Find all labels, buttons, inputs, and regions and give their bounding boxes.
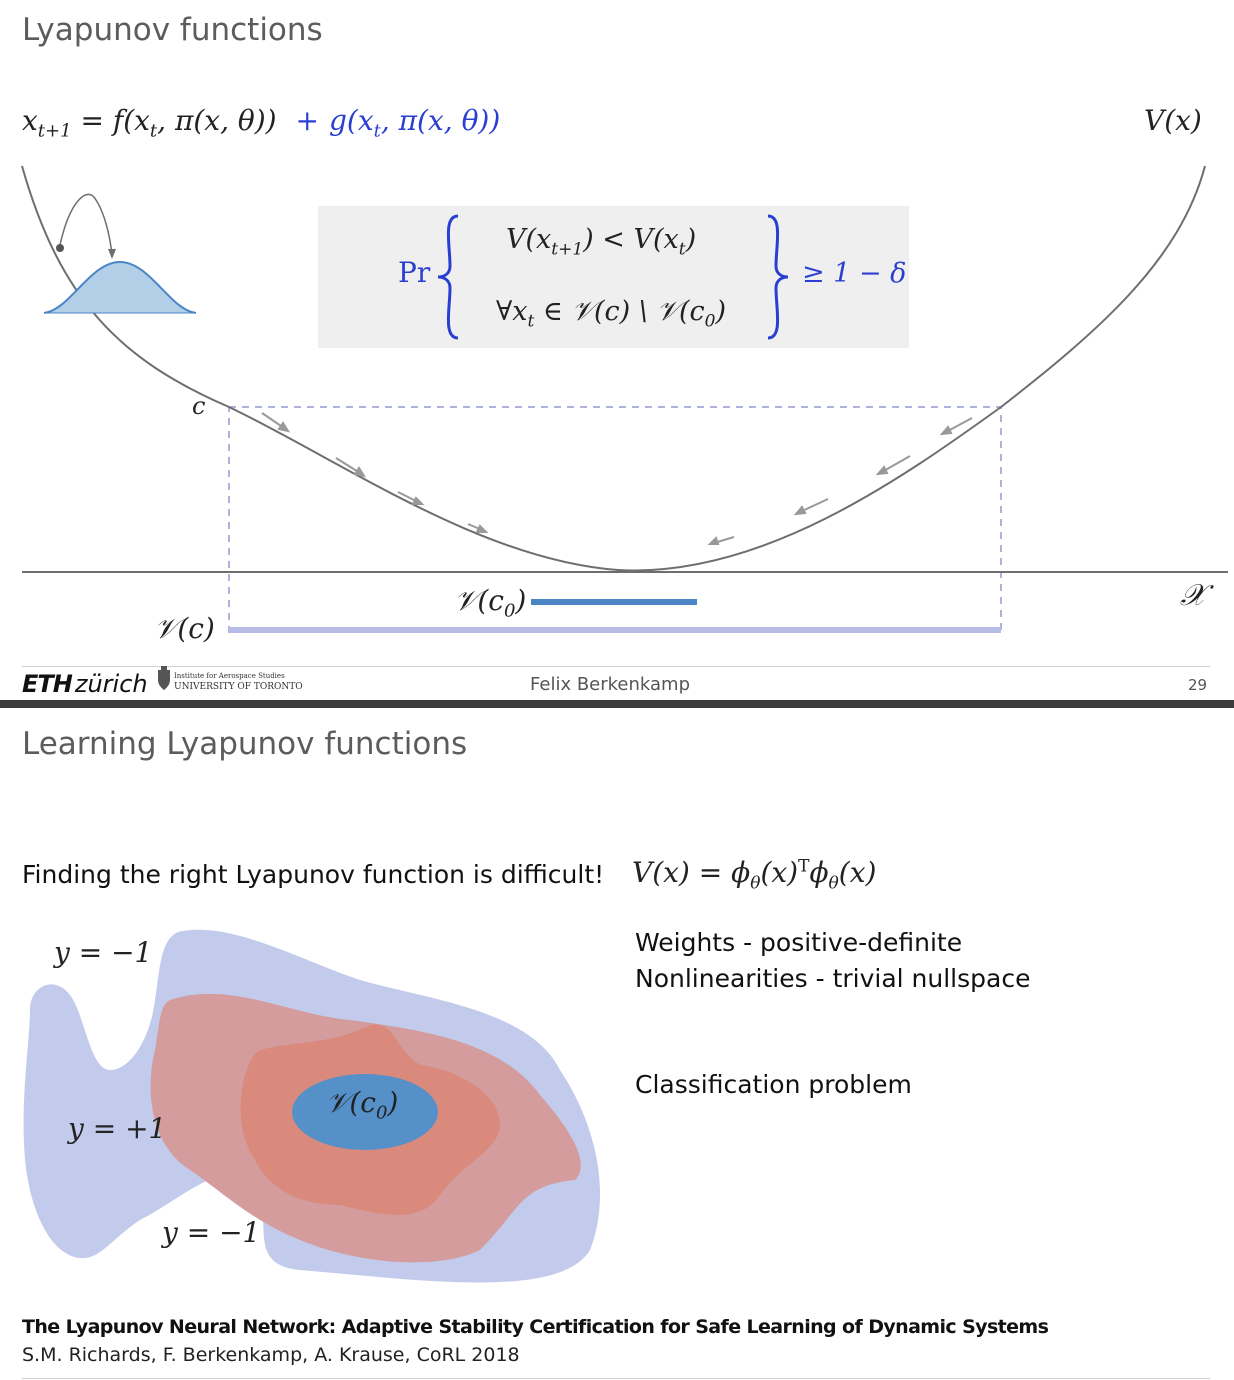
v-c0-label: 𝒱(c0) [454, 584, 527, 622]
reference-title: The Lyapunov Neural Network: Adaptive St… [22, 1316, 1049, 1338]
footer-divider [22, 1378, 1210, 1379]
uoft-name: UNIVERSITY OF TORONTO [174, 682, 303, 692]
brace-svg [437, 214, 789, 340]
uoft-crest-icon [158, 666, 170, 690]
page-number: 29 [1188, 676, 1208, 694]
state-point [56, 244, 64, 252]
transition-arc [59, 193, 113, 256]
label-v-c0: 𝒱(c0) [326, 1086, 399, 1124]
eq-plus: + [295, 104, 319, 137]
lyapunov-figure [21, 165, 1228, 633]
probability-box: Pr V(xt+1) < V(xt) ∀xt ∈ 𝒱(c) \ 𝒱(c0) ≥ … [318, 206, 909, 348]
eq-g: g(x [328, 104, 374, 137]
gaussian-curve [43, 260, 197, 314]
slide-separator [0, 700, 1234, 708]
uoft-institute: Institute for Aerospace Studies [174, 672, 285, 680]
eq-f-rest: , π(x, θ)) [157, 104, 277, 137]
domain-condition: ∀xt ∈ 𝒱(c) \ 𝒱(c0) [496, 296, 726, 332]
eq-f-sub: t [149, 120, 158, 142]
v-c0-bar [531, 599, 697, 605]
gaussian-fill [44, 262, 196, 313]
x-axis-label: 𝒳 [1180, 578, 1206, 613]
eq-lhs-sub: t+1 [37, 120, 72, 142]
bullet-nonlinearities: Nonlinearities - trivial nullspace [635, 964, 1031, 993]
bullet-weights: Weights - positive-definite [635, 928, 963, 957]
eq-lhs: x [22, 104, 38, 137]
lyapunov-formula: V(x) = ϕθ(x)Tϕθ(x) [632, 856, 877, 894]
v-c0-ellipse [292, 1074, 438, 1150]
decrease-condition: V(xt+1) < V(xt) [506, 224, 697, 260]
dynamics-equation: xt+1 = f(xt, π(x, θ)) + g(xt, π(x, θ)) [22, 104, 500, 142]
v-of-x-label: V(x) [1144, 104, 1202, 137]
difficulty-statement: Finding the right Lyapunov function is d… [22, 860, 605, 889]
slide-lyapunov-functions: Lyapunov functions xt+1 = f(xt, π(x, θ))… [21, 12, 1228, 698]
slide-title: Lyapunov functions [22, 12, 323, 48]
eth-logo: ETH zürich [22, 670, 148, 698]
uoft-logo: Institute for Aerospace Studies UNIVERSI… [156, 666, 303, 696]
presenter-name: Felix Berkenkamp [530, 674, 691, 695]
slide-title: Learning Lyapunov functions [22, 726, 468, 762]
classification-text: Classification problem [635, 1070, 912, 1099]
label-y-neg-top: y = −1 [54, 936, 153, 969]
probability-threshold: ≥ 1 − δ [802, 258, 907, 289]
descent-arrows-right [707, 417, 973, 545]
lyapunov-curve [21, 165, 1206, 572]
v-c-bar [229, 627, 1001, 633]
right-brace [767, 214, 789, 340]
footer-divider [22, 666, 1210, 667]
label-y-pos: y = +1 [68, 1112, 167, 1145]
transition-arrowhead [108, 249, 116, 259]
pr-label: Pr [398, 256, 431, 289]
c-level-label: c [192, 392, 206, 420]
eq-f: = f(x [71, 104, 150, 137]
v-c-label: 𝒱(c) [154, 612, 215, 645]
slide-learning-lyapunov: Learning Lyapunov functions Finding the … [0, 708, 1234, 1380]
eq-g-rest: , π(x, θ)) [380, 104, 501, 137]
region-figure [23, 929, 601, 1283]
reference-authors: S.M. Richards, F. Berkenkamp, A. Krause,… [22, 1344, 520, 1366]
descent-arrows-left [261, 412, 489, 533]
label-y-neg-bottom: y = −1 [162, 1216, 261, 1249]
level-set-box [228, 406, 1002, 633]
eq-g-sub: t [373, 120, 381, 142]
left-brace [437, 214, 459, 340]
